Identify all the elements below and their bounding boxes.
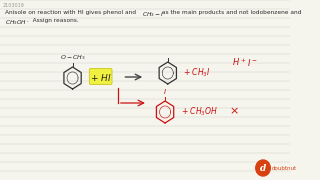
Text: $O-CH_3$: $O-CH_3$	[60, 53, 85, 62]
FancyBboxPatch shape	[89, 69, 112, 84]
Text: as the main products and not Iodobenzene and: as the main products and not Iodobenzene…	[160, 10, 301, 15]
Text: $+\ CH_3OH$: $+\ CH_3OH$	[181, 106, 219, 118]
Text: $CH_3-I$: $CH_3-I$	[142, 10, 164, 19]
Text: $+\ HI$: $+\ HI$	[90, 71, 111, 82]
Text: 2103019: 2103019	[3, 3, 24, 8]
Text: Anisole on reaction with HI gives phenol and: Anisole on reaction with HI gives phenol…	[4, 10, 137, 15]
Text: doubtnut: doubtnut	[272, 165, 297, 170]
Text: d: d	[260, 164, 266, 173]
Text: $H^+$: $H^+$	[232, 56, 247, 68]
Text: $I^-$: $I^-$	[247, 57, 257, 68]
Circle shape	[256, 160, 270, 176]
Text: $+\ CH_3I$: $+\ CH_3I$	[183, 67, 211, 79]
Text: $I$: $I$	[163, 87, 167, 96]
Text: $CH_3OH$: $CH_3OH$	[4, 18, 27, 27]
Text: $\times$: $\times$	[228, 106, 238, 116]
Text: .  Assign reasons.: . Assign reasons.	[27, 18, 79, 23]
